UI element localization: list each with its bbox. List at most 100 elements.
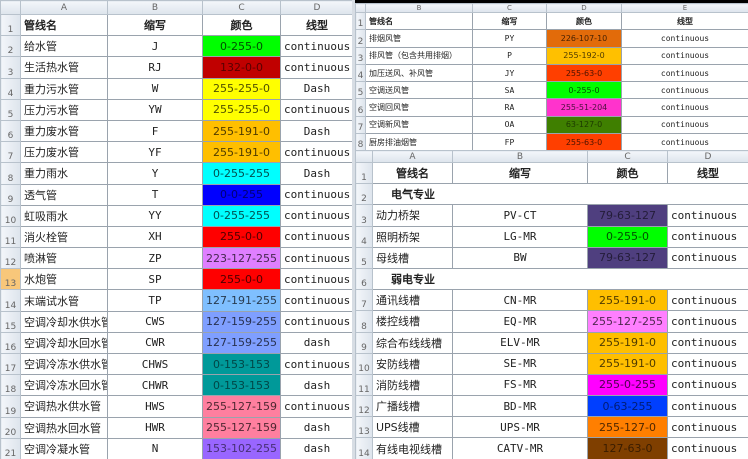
- color-cell[interactable]: 255-127-255: [587, 310, 668, 333]
- abbreviation-cell[interactable]: W: [107, 77, 203, 100]
- abbreviation-cell[interactable]: RA: [472, 98, 547, 117]
- abbreviation-cell[interactable]: JY: [472, 63, 547, 83]
- header-cell[interactable]: 管线名: [20, 13, 108, 37]
- pipe-name-cell[interactable]: 空调冷冻水供水管: [20, 352, 108, 376]
- row-number[interactable]: 9: [355, 331, 373, 354]
- row-number[interactable]: 3: [0, 56, 21, 79]
- linetype-cell[interactable]: dash: [280, 374, 353, 397]
- linetype-cell[interactable]: continuous: [667, 310, 748, 333]
- pipe-name-cell[interactable]: 广播线槽: [372, 395, 453, 418]
- linetype-cell[interactable]: continuous: [280, 289, 353, 312]
- header-cell[interactable]: 颜色: [587, 161, 668, 185]
- row-number[interactable]: 5: [355, 246, 373, 269]
- abbreviation-cell[interactable]: CWS: [107, 310, 203, 333]
- linetype-cell[interactable]: continuous: [280, 35, 353, 58]
- abbreviation-cell[interactable]: CATV-MR: [452, 437, 588, 459]
- pipe-name-cell[interactable]: 消火栓管: [20, 225, 108, 249]
- color-cell[interactable]: 223-127-255: [202, 247, 281, 270]
- pipe-name-cell[interactable]: 空调热水回水管: [20, 416, 108, 439]
- abbreviation-cell[interactable]: FP: [472, 133, 547, 150]
- row-number[interactable]: 11: [0, 225, 21, 249]
- linetype-cell[interactable]: continuous: [621, 98, 748, 117]
- color-cell[interactable]: 63-127-0: [546, 115, 622, 135]
- row-number[interactable]: 13: [355, 416, 373, 439]
- row-number[interactable]: 2: [355, 29, 366, 48]
- linetype-cell[interactable]: Dash: [280, 162, 353, 185]
- pipe-name-cell[interactable]: 虹吸雨水: [20, 204, 108, 227]
- row-number[interactable]: 7: [355, 289, 373, 312]
- abbreviation-cell[interactable]: YF: [107, 141, 203, 164]
- linetype-cell[interactable]: Dash: [280, 77, 353, 100]
- color-cell[interactable]: 153-102-255: [202, 437, 281, 459]
- color-cell[interactable]: 0-255-0: [587, 225, 668, 248]
- row-number[interactable]: 11: [355, 373, 373, 397]
- linetype-cell[interactable]: continuous: [667, 373, 748, 397]
- pipe-name-cell[interactable]: 综合布线线槽: [372, 331, 453, 354]
- pipe-name-cell[interactable]: 母线槽: [372, 246, 453, 269]
- linetype-cell[interactable]: continuous: [621, 81, 748, 100]
- row-number[interactable]: 19: [0, 395, 21, 418]
- linetype-cell[interactable]: continuous: [280, 183, 353, 206]
- linetype-cell[interactable]: continuous: [280, 98, 353, 121]
- pipe-name-cell[interactable]: 喷淋管: [20, 247, 108, 270]
- linetype-cell[interactable]: continuous: [280, 352, 353, 376]
- abbreviation-cell[interactable]: RJ: [107, 56, 203, 79]
- color-cell[interactable]: 0-153-153: [202, 352, 281, 376]
- column-header-D[interactable]: D: [546, 3, 622, 13]
- abbreviation-cell[interactable]: LG-MR: [452, 225, 588, 248]
- linetype-cell[interactable]: continuous: [280, 310, 353, 333]
- row-number[interactable]: 10: [0, 204, 21, 227]
- row-number[interactable]: 4: [355, 63, 366, 83]
- color-cell[interactable]: 0-63-255: [587, 395, 668, 418]
- color-cell[interactable]: 0-153-153: [202, 374, 281, 397]
- linetype-cell[interactable]: continuous: [667, 437, 748, 459]
- pipe-name-cell[interactable]: 消防线槽: [372, 373, 453, 397]
- column-header-C[interactable]: C: [202, 0, 281, 15]
- pipe-name-cell[interactable]: 重力污水管: [20, 77, 108, 100]
- header-cell[interactable]: 缩写: [107, 13, 203, 37]
- linetype-cell[interactable]: dash: [280, 331, 353, 355]
- abbreviation-cell[interactable]: T: [107, 183, 203, 206]
- color-cell[interactable]: 0-0-255: [202, 183, 281, 206]
- row-number[interactable]: 14: [0, 289, 21, 312]
- row-number[interactable]: 13: [0, 268, 21, 291]
- color-cell[interactable]: 79-63-127: [587, 204, 668, 227]
- pipe-name-cell[interactable]: 空调冷却水回水管: [20, 331, 108, 355]
- abbreviation-cell[interactable]: SE-MR: [452, 352, 588, 375]
- column-header-A[interactable]: A: [20, 0, 108, 15]
- pipe-name-cell[interactable]: 空调回风管: [365, 98, 473, 117]
- header-cell[interactable]: 颜色: [202, 13, 281, 37]
- abbreviation-cell[interactable]: TP: [107, 289, 203, 312]
- row-number[interactable]: 16: [0, 331, 21, 355]
- column-header-C[interactable]: C: [472, 3, 547, 13]
- linetype-cell[interactable]: continuous: [280, 247, 353, 270]
- abbreviation-cell[interactable]: UPS-MR: [452, 416, 588, 439]
- column-header-B[interactable]: B: [365, 3, 473, 13]
- color-cell[interactable]: 255-255-0: [202, 98, 281, 121]
- abbreviation-cell[interactable]: YW: [107, 98, 203, 121]
- color-cell[interactable]: 255-0-0: [202, 268, 281, 291]
- row-number[interactable]: 4: [0, 77, 21, 100]
- linetype-cell[interactable]: continuous: [280, 141, 353, 164]
- abbreviation-cell[interactable]: ZP: [107, 247, 203, 270]
- select-all-corner[interactable]: [355, 3, 366, 13]
- pipe-name-cell[interactable]: 空调送风管: [365, 81, 473, 100]
- abbreviation-cell[interactable]: Y: [107, 162, 203, 185]
- row-number[interactable]: 1: [355, 11, 366, 31]
- color-cell[interactable]: 255-192-0: [546, 46, 622, 65]
- column-header-C[interactable]: C: [587, 150, 668, 163]
- row-number[interactable]: 17: [0, 352, 21, 376]
- pipe-name-cell[interactable]: 压力废水管: [20, 141, 108, 164]
- row-number[interactable]: 1: [0, 13, 21, 37]
- row-number[interactable]: 20: [0, 416, 21, 439]
- color-cell[interactable]: 255-0-255: [587, 373, 668, 397]
- color-cell[interactable]: 255-0-0: [202, 225, 281, 249]
- linetype-cell[interactable]: continuous: [280, 225, 353, 249]
- pipe-name-cell[interactable]: 给水管: [20, 35, 108, 58]
- pipe-name-cell[interactable]: 排风管（包含共用排烟）: [365, 46, 473, 65]
- linetype-cell[interactable]: continuous: [667, 246, 748, 269]
- color-cell[interactable]: 255-255-0: [202, 77, 281, 100]
- select-all-corner[interactable]: [0, 0, 21, 15]
- row-number[interactable]: 2: [355, 183, 373, 206]
- color-cell[interactable]: 0-255-0: [546, 81, 622, 100]
